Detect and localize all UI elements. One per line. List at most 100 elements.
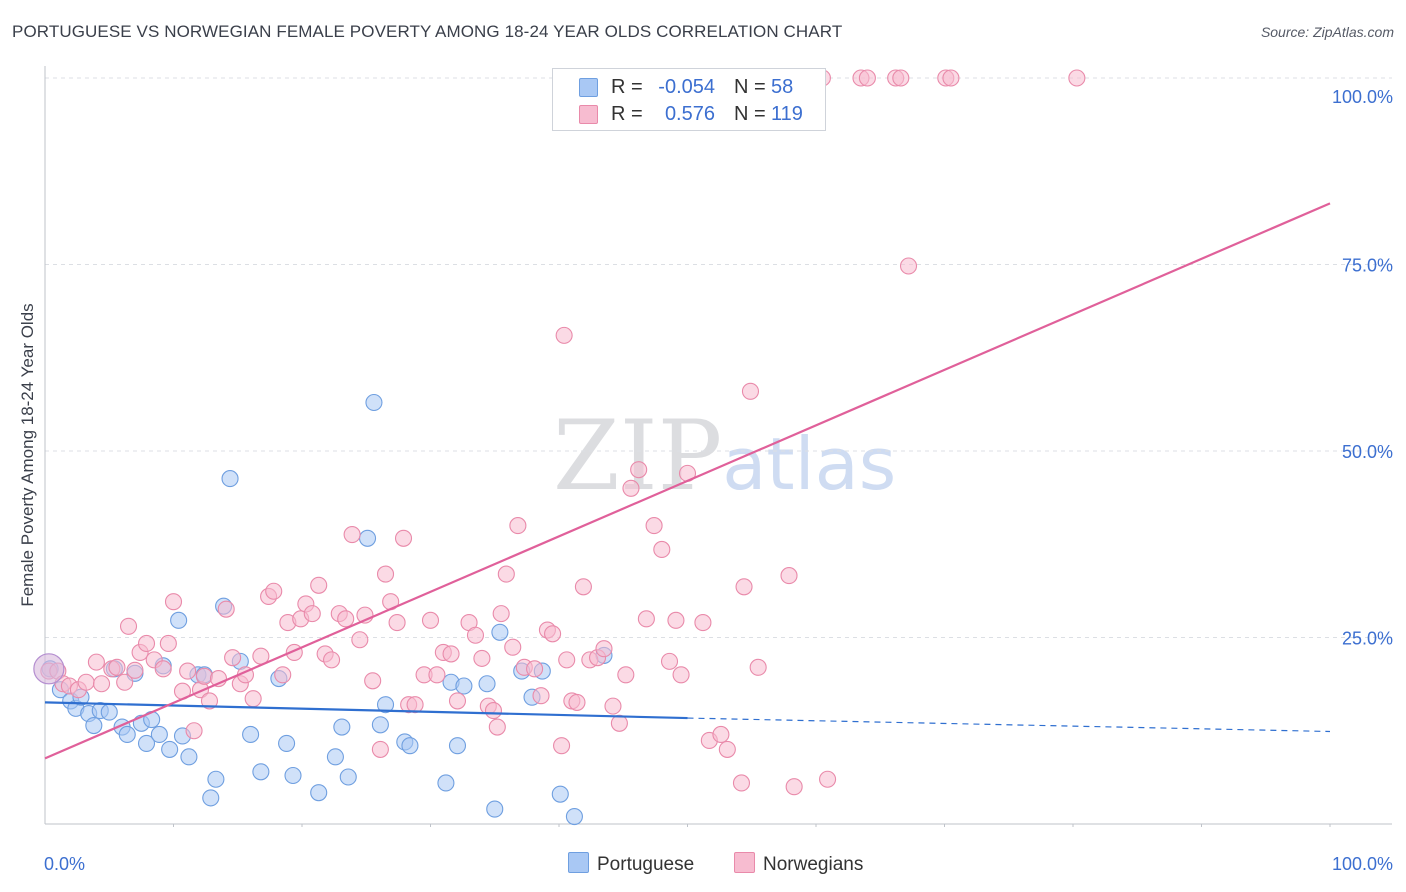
data-point-norwegians [224, 649, 242, 667]
data-point-norwegians [637, 610, 655, 628]
r-label: R = [611, 76, 643, 98]
data-point-norwegians [653, 540, 671, 559]
data-point-norwegians [858, 69, 876, 87]
data-point-norwegians [568, 693, 586, 711]
data-point-norwegians [119, 617, 138, 635]
legend-item-norwegians[interactable]: Norwegians [734, 852, 863, 876]
data-point-norwegians [217, 600, 235, 618]
data-point-norwegians [164, 593, 183, 611]
data-point-norwegians [532, 687, 550, 705]
correlation-legend: R = -0.054 N = 58 R = 0.576 N = 119 [552, 68, 826, 131]
data-point-norwegians [942, 69, 960, 87]
data-point-portuguese [207, 770, 225, 788]
data-point-norwegians [303, 605, 321, 623]
data-point-norwegians [406, 696, 424, 714]
data-point-portuguese [150, 725, 168, 744]
r-value: -0.054 [658, 76, 715, 98]
trend-line-extension-portuguese [687, 717, 1331, 733]
y-tick-label: 25.0% [1342, 629, 1393, 649]
data-point-norwegians [604, 697, 622, 715]
watermark-atlas: atlas [722, 422, 897, 506]
data-point-portuguese [339, 768, 357, 786]
series-legend: Portuguese Norwegians [0, 852, 1406, 878]
legend-row-portuguese: R = -0.054 N = 58 [553, 74, 825, 100]
data-point-norwegians [351, 631, 369, 649]
data-point-portuguese [486, 800, 504, 818]
data-point-portuguese [333, 718, 351, 736]
data-point-portuguese [85, 716, 103, 735]
data-point-norwegians [553, 737, 571, 755]
legend-swatch-norwegians [579, 105, 598, 124]
data-point-norwegians [660, 652, 679, 670]
data-point-norwegians [371, 740, 389, 758]
data-point-norwegians [892, 69, 910, 87]
data-point-norwegians [780, 567, 798, 585]
data-point-norwegians [718, 740, 736, 758]
legend-label-portuguese: Portuguese [597, 854, 695, 875]
data-point-portuguese [491, 623, 509, 641]
data-point-portuguese [551, 785, 569, 803]
data-point-portuguese [358, 529, 377, 547]
data-point-portuguese [170, 611, 188, 629]
data-point-norwegians [622, 479, 640, 497]
data-point-norwegians [442, 645, 460, 663]
data-point-norwegians [428, 666, 446, 684]
data-point-portuguese [252, 763, 270, 781]
data-point-norwegians [108, 658, 126, 676]
n-value: 119 [771, 103, 803, 125]
legend-swatch-portuguese [579, 78, 598, 97]
data-point-norwegians [244, 690, 262, 708]
data-point-norwegians [179, 662, 197, 680]
trend-lines [44, 202, 1331, 760]
data-point-norwegians [116, 673, 134, 691]
n-label: N = [734, 103, 766, 125]
r-label: R = [611, 103, 643, 125]
data-point-norwegians [200, 692, 219, 710]
data-point-portuguese [478, 675, 496, 693]
data-point-norwegians [741, 382, 760, 400]
data-point-norwegians [448, 692, 467, 710]
data-point-norwegians [159, 634, 177, 653]
data-point-norwegians [712, 725, 730, 744]
legend-swatch-norwegians [734, 852, 755, 873]
y-tick-label: 50.0% [1342, 442, 1393, 462]
data-point-portuguese [161, 740, 179, 758]
data-point-norwegians [364, 672, 382, 690]
data-point-norwegians [732, 774, 751, 792]
data-point-norwegians [645, 517, 663, 535]
y-axis-label: Female Poverty Among 18-24 Year Olds [18, 303, 37, 607]
data-point-norwegians [617, 666, 635, 684]
data-point-norwegians [466, 626, 485, 644]
data-point-norwegians [558, 651, 576, 669]
data-point-norwegians [310, 576, 328, 594]
data-point-norwegians [154, 660, 172, 678]
data-point-norwegians [323, 651, 341, 669]
data-point-norwegians [126, 661, 144, 679]
data-point-portuguese [401, 737, 419, 755]
data-point-norwegians [195, 667, 213, 685]
data-point-portuguese [326, 748, 344, 766]
data-point-norwegians [544, 625, 562, 643]
data-point-norwegians [185, 722, 203, 740]
data-point-norwegians [484, 702, 503, 720]
data-point-norwegians [265, 582, 283, 600]
chart-title: PORTUGUESE VS NORWEGIAN FEMALE POVERTY A… [12, 22, 843, 41]
data-point-norwegians [667, 611, 685, 629]
data-points [33, 69, 1086, 826]
trend-line-portuguese [44, 701, 688, 720]
y-tick-label: 75.0% [1342, 256, 1393, 276]
data-point-norwegians [343, 526, 361, 544]
data-point-norwegians [610, 714, 628, 732]
data-point-norwegians [488, 718, 506, 736]
data-point-portuguese [118, 725, 136, 744]
data-point-portuguese [137, 734, 156, 752]
data-point-portuguese [100, 703, 118, 721]
data-point-portuguese [202, 789, 220, 807]
data-point-norwegians [274, 666, 292, 684]
data-point-norwegians [735, 578, 753, 596]
x-tick-label-start: 0.0% [44, 854, 85, 874]
data-point-norwegians [394, 529, 413, 547]
legend-item-portuguese[interactable]: Portuguese [568, 852, 694, 876]
data-point-portuguese [371, 716, 389, 734]
